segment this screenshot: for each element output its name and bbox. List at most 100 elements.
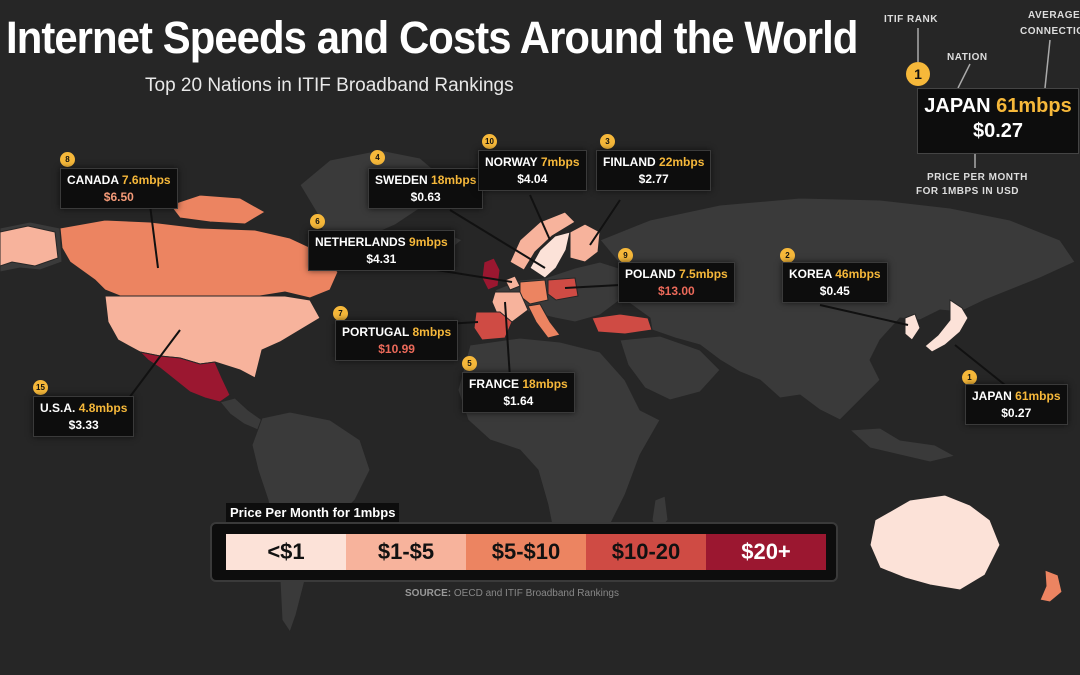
legend-item: $20+ <box>706 534 826 570</box>
middle-east-shape <box>619 335 721 401</box>
source-note: SOURCE: OECD and ITIF Broadband Rankings <box>405 588 619 599</box>
canada-pointer <box>149 204 159 269</box>
finland-pointer <box>589 199 621 246</box>
canada-islands-shape <box>169 194 266 225</box>
key-connection-label-2: CONNECTION <box>1020 26 1080 37</box>
key-connection-label-1: AVERAGE <box>1028 10 1080 21</box>
france-pointer <box>504 301 511 379</box>
key-rank-badge: 1 <box>906 62 930 86</box>
sweden-label-box: SWEDEN 18mbps $0.63 <box>368 168 484 209</box>
poland-pointer <box>564 284 621 289</box>
portugal-rank-badge: 7 <box>333 306 348 321</box>
sweden-speed: 18mbps <box>431 173 477 187</box>
netherlands-label-box: NETHERLANDS 9mbps $4.31 <box>308 230 455 271</box>
usa-rank-badge: 15 <box>33 380 48 395</box>
canada-rank-badge: 8 <box>60 152 75 167</box>
korea-label-box: KOREA 46mbps $0.45 <box>782 262 888 303</box>
portugal-speed: 8mbps <box>412 325 452 339</box>
japan-nation: JAPAN <box>972 389 1012 403</box>
se-asia-shape <box>848 427 957 463</box>
netherlands-speed: 9mbps <box>409 235 448 249</box>
portugal-nation: PORTUGAL <box>342 325 410 339</box>
australia-shape <box>869 494 1001 591</box>
norway-speed: 7mbps <box>540 155 580 169</box>
usa-price: $3.33 <box>68 418 99 432</box>
sweden-pointer <box>449 209 546 269</box>
finland-shape <box>569 223 601 263</box>
key-example-speed: 61mbps <box>996 95 1072 117</box>
finland-speed: 22mbps <box>659 155 705 169</box>
france-label-box: FRANCE 18mbps $1.64 <box>462 372 575 413</box>
key-connection-pointer <box>1044 39 1051 89</box>
usa-nation: U.S.A. <box>40 401 76 415</box>
norway-price: $4.04 <box>517 172 548 186</box>
finland-price: $2.77 <box>638 172 669 186</box>
portugal-price: $10.99 <box>378 342 415 356</box>
turkey-shape <box>591 313 653 335</box>
portugal-label-box: PORTUGAL 8mbps $10.99 <box>335 320 459 361</box>
korea-shape <box>904 313 921 341</box>
key-rank-label: ITIF RANK <box>884 14 938 25</box>
japan-label-box: JAPAN 61mbps $0.27 <box>965 384 1068 425</box>
norway-rank-badge: 10 <box>482 134 497 149</box>
source-text: OECD and ITIF Broadband Rankings <box>453 588 619 599</box>
korea-nation: KOREA <box>789 267 832 281</box>
sweden-price: $0.63 <box>410 190 441 204</box>
legend-title: Price Per Month for 1mbps <box>226 503 400 522</box>
poland-rank-badge: 9 <box>618 248 633 263</box>
norway-pointer <box>529 194 551 241</box>
korea-rank-badge: 2 <box>780 248 795 263</box>
japan-price: $0.27 <box>1001 406 1032 420</box>
poland-price: $13.00 <box>658 284 695 298</box>
poland-shape <box>547 277 579 301</box>
japan-shape <box>924 299 969 353</box>
key-nation-label: NATION <box>947 52 988 63</box>
finland-rank-badge: 3 <box>600 134 615 149</box>
spain-portugal-shape <box>473 311 513 341</box>
norway-nation: NORWAY <box>485 155 538 169</box>
usa-label-box: U.S.A. 4.8mbps $3.33 <box>33 396 135 437</box>
canada-label-box: CANADA 7.6mbps $6.50 <box>60 168 178 209</box>
sweden-shape <box>529 231 571 279</box>
france-price: $1.64 <box>503 394 534 408</box>
key-example-price: $0.27 <box>972 120 1024 142</box>
canada-price: $6.50 <box>103 190 134 204</box>
poland-speed: 7.5mbps <box>679 267 728 281</box>
new-zealand-shape <box>1039 569 1063 603</box>
key-example-box: JAPAN 61mbps $0.27 <box>917 88 1079 154</box>
france-rank-badge: 5 <box>462 356 477 371</box>
legend-item: $10-20 <box>586 534 706 570</box>
netherlands-rank-badge: 6 <box>310 214 325 229</box>
japan-speed: 61mbps <box>1015 389 1061 403</box>
canada-nation: CANADA <box>67 173 119 187</box>
poland-nation: POLAND <box>625 267 676 281</box>
finland-nation: FINLAND <box>603 155 656 169</box>
page-title: Internet Speeds and Costs Around the Wor… <box>6 12 858 63</box>
sweden-nation: SWEDEN <box>375 173 428 187</box>
sweden-rank-badge: 4 <box>370 150 385 165</box>
france-speed: 18mbps <box>522 377 568 391</box>
source-label: SOURCE: <box>405 588 452 599</box>
korea-pointer <box>819 304 909 326</box>
legend-item: $5-$10 <box>466 534 586 570</box>
korea-price: $0.45 <box>819 284 850 298</box>
key-price-label-1: PRICE PER MONTH <box>927 172 1028 183</box>
legend: <$1 $1-$5 $5-$10 $10-20 $20+ <box>210 522 838 582</box>
legend-item: <$1 <box>226 534 346 570</box>
legend-item: $1-$5 <box>346 534 466 570</box>
usa-speed: 4.8mbps <box>78 401 128 415</box>
canada-shape <box>59 219 339 299</box>
key-pointer-lines <box>917 28 1051 168</box>
netherlands-nation: NETHERLANDS <box>315 235 406 249</box>
page-subtitle: Top 20 Nations in ITIF Broadband Ranking… <box>145 75 514 96</box>
finland-label-box: FINLAND 22mbps $2.77 <box>596 150 712 191</box>
mexico-shape <box>138 351 231 403</box>
alaska-tint-shape <box>0 225 59 267</box>
key-price-label-2: FOR 1MBPS IN USD <box>916 186 1020 197</box>
norway-label-box: NORWAY 7mbps $4.04 <box>478 150 587 191</box>
poland-label-box: POLAND 7.5mbps $13.00 <box>618 262 735 303</box>
key-nation-pointer <box>957 63 971 89</box>
france-nation: FRANCE <box>469 377 519 391</box>
japan-pointer <box>954 344 1006 386</box>
